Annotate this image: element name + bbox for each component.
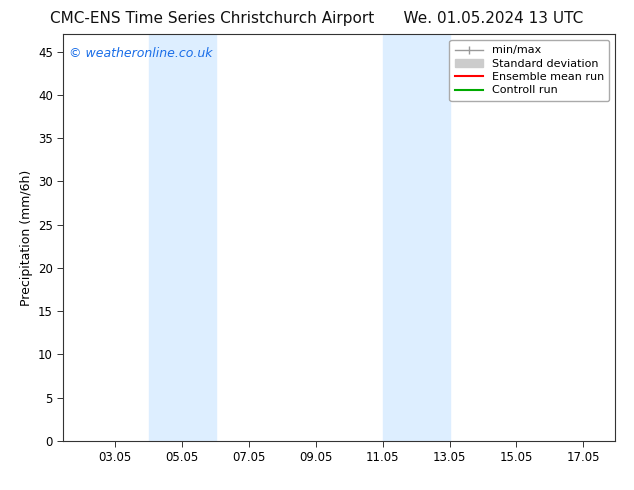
Y-axis label: Precipitation (mm/6h): Precipitation (mm/6h) <box>20 170 32 306</box>
Legend: min/max, Standard deviation, Ensemble mean run, Controll run: min/max, Standard deviation, Ensemble me… <box>450 40 609 101</box>
Bar <box>383 34 450 441</box>
Bar <box>148 34 216 441</box>
Text: © weatheronline.co.uk: © weatheronline.co.uk <box>69 47 212 59</box>
Text: CMC-ENS Time Series Christchurch Airport      We. 01.05.2024 13 UTC: CMC-ENS Time Series Christchurch Airport… <box>50 11 584 26</box>
